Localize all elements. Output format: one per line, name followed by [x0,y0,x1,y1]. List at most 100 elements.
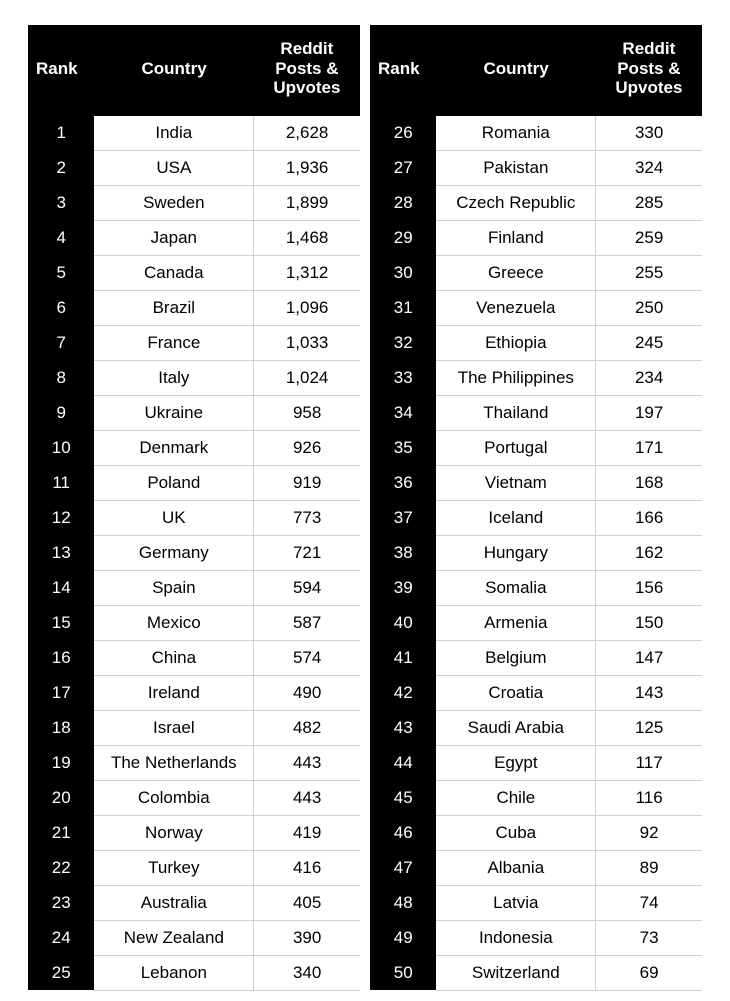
value-cell: 285 [596,185,702,220]
rank-cell: 10 [28,430,94,465]
table-row: 38Hungary162 [370,535,702,570]
country-cell: Ireland [94,675,253,710]
country-cell: The Philippines [436,360,595,395]
rank-cell: 29 [370,220,436,255]
value-cell: 1,936 [254,150,360,185]
rank-cell: 20 [28,780,94,815]
country-cell: Greece [436,255,595,290]
value-cell: 1,033 [254,325,360,360]
country-cell: Poland [94,465,253,500]
rank-cell: 41 [370,640,436,675]
value-cell: 340 [254,955,360,990]
table-row: 34Thailand197 [370,395,702,430]
ranking-page: Rank Country RedditPosts &Upvotes 1India… [0,0,730,1001]
table-row: 10Denmark926 [28,430,360,465]
rank-cell: 36 [370,465,436,500]
rank-cell: 2 [28,150,94,185]
country-cell: Italy [94,360,253,395]
country-cell: Venezuela [436,290,595,325]
value-cell: 594 [254,570,360,605]
table-row: 18Israel482 [28,710,360,745]
table-row: 42Croatia143 [370,675,702,710]
country-cell: Ethiopia [436,325,595,360]
rank-cell: 1 [28,116,94,151]
table-row: 46Cuba92 [370,815,702,850]
country-cell: Chile [436,780,595,815]
value-cell: 1,024 [254,360,360,395]
rank-cell: 42 [370,675,436,710]
country-cell: Portugal [436,430,595,465]
ranking-table-right: Rank Country RedditPosts &Upvotes 26Roma… [370,25,702,991]
rank-cell: 16 [28,640,94,675]
country-cell: Switzerland [436,955,595,990]
rank-cell: 6 [28,290,94,325]
country-cell: Brazil [94,290,253,325]
country-cell: Germany [94,535,253,570]
country-cell: Armenia [436,605,595,640]
table-row: 19The Netherlands443 [28,745,360,780]
table-row: 30Greece255 [370,255,702,290]
rank-cell: 26 [370,116,436,151]
value-cell: 245 [596,325,702,360]
rank-cell: 8 [28,360,94,395]
country-cell: Vietnam [436,465,595,500]
country-cell: Egypt [436,745,595,780]
value-cell: 150 [596,605,702,640]
table-row: 44Egypt117 [370,745,702,780]
country-cell: Turkey [94,850,253,885]
rank-cell: 45 [370,780,436,815]
value-cell: 587 [254,605,360,640]
country-cell: Finland [436,220,595,255]
table-row: 39Somalia156 [370,570,702,605]
table-row: 25Lebanon340 [28,955,360,990]
value-cell: 259 [596,220,702,255]
table-row: 45Chile116 [370,780,702,815]
header-value: RedditPosts &Upvotes [254,25,360,116]
value-cell: 117 [596,745,702,780]
header-rank: Rank [28,25,94,116]
value-cell: 116 [596,780,702,815]
rank-cell: 17 [28,675,94,710]
table-row: 24New Zealand390 [28,920,360,955]
country-cell: Denmark [94,430,253,465]
rank-cell: 9 [28,395,94,430]
table-row: 14Spain594 [28,570,360,605]
country-cell: USA [94,150,253,185]
rank-cell: 31 [370,290,436,325]
table-row: 23Australia405 [28,885,360,920]
rank-cell: 15 [28,605,94,640]
table-row: 47Albania89 [370,850,702,885]
value-cell: 919 [254,465,360,500]
country-cell: Czech Republic [436,185,595,220]
table-row: 22Turkey416 [28,850,360,885]
table-row: 6Brazil1,096 [28,290,360,325]
rank-cell: 4 [28,220,94,255]
rank-cell: 19 [28,745,94,780]
country-cell: Colombia [94,780,253,815]
table-row: 33The Philippines234 [370,360,702,395]
table-row: 29Finland259 [370,220,702,255]
value-cell: 721 [254,535,360,570]
rank-cell: 49 [370,920,436,955]
rank-cell: 21 [28,815,94,850]
value-cell: 255 [596,255,702,290]
table-row: 5Canada1,312 [28,255,360,290]
country-cell: Ukraine [94,395,253,430]
table-row: 4Japan1,468 [28,220,360,255]
value-cell: 143 [596,675,702,710]
country-cell: Lebanon [94,955,253,990]
country-cell: Iceland [436,500,595,535]
table-row: 1India2,628 [28,116,360,151]
country-cell: China [94,640,253,675]
table-row: 3Sweden1,899 [28,185,360,220]
value-cell: 250 [596,290,702,325]
value-cell: 234 [596,360,702,395]
value-cell: 171 [596,430,702,465]
rank-cell: 5 [28,255,94,290]
country-cell: Indonesia [436,920,595,955]
rank-cell: 32 [370,325,436,360]
table-row: 41Belgium147 [370,640,702,675]
value-cell: 490 [254,675,360,710]
value-cell: 162 [596,535,702,570]
country-cell: Pakistan [436,150,595,185]
